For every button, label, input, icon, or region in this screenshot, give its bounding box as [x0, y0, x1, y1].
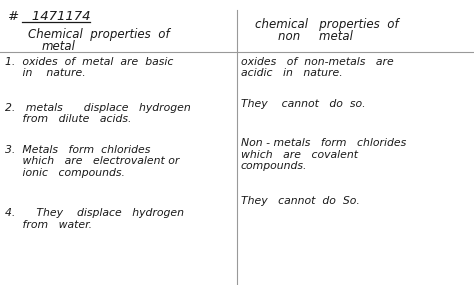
Text: They    cannot   do  so.: They cannot do so.	[241, 99, 365, 109]
Text: which   are   electrovalent or: which are electrovalent or	[5, 156, 179, 166]
Text: 3.  Metals   form  chlorides: 3. Metals form chlorides	[5, 145, 150, 155]
Text: 1.  oxides  of  metal  are  basic: 1. oxides of metal are basic	[5, 57, 173, 67]
Text: non     metal: non metal	[278, 30, 353, 43]
Text: 2.   metals      displace   hydrogen: 2. metals displace hydrogen	[5, 103, 191, 113]
Text: from   dilute   acids.: from dilute acids.	[5, 115, 131, 125]
Text: 4.      They    displace   hydrogen: 4. They displace hydrogen	[5, 208, 184, 218]
Text: #   1471174: # 1471174	[8, 10, 91, 23]
Text: They   cannot  do  So.: They cannot do So.	[241, 196, 360, 206]
Text: chemical   properties  of: chemical properties of	[255, 18, 399, 31]
Text: metal: metal	[42, 40, 76, 53]
Text: Chemical  properties  of: Chemical properties of	[28, 28, 170, 41]
Text: compounds.: compounds.	[241, 161, 308, 171]
Text: in    nature.: in nature.	[5, 68, 86, 78]
Text: acidic   in   nature.: acidic in nature.	[241, 68, 343, 78]
Text: oxides   of  non-metals   are: oxides of non-metals are	[241, 57, 394, 67]
Text: Non - metals   form   chlorides: Non - metals form chlorides	[241, 138, 406, 148]
Text: ionic   compounds.: ionic compounds.	[5, 168, 125, 178]
Text: which   are   covalent: which are covalent	[241, 150, 358, 160]
Text: from   water.: from water.	[5, 219, 92, 229]
